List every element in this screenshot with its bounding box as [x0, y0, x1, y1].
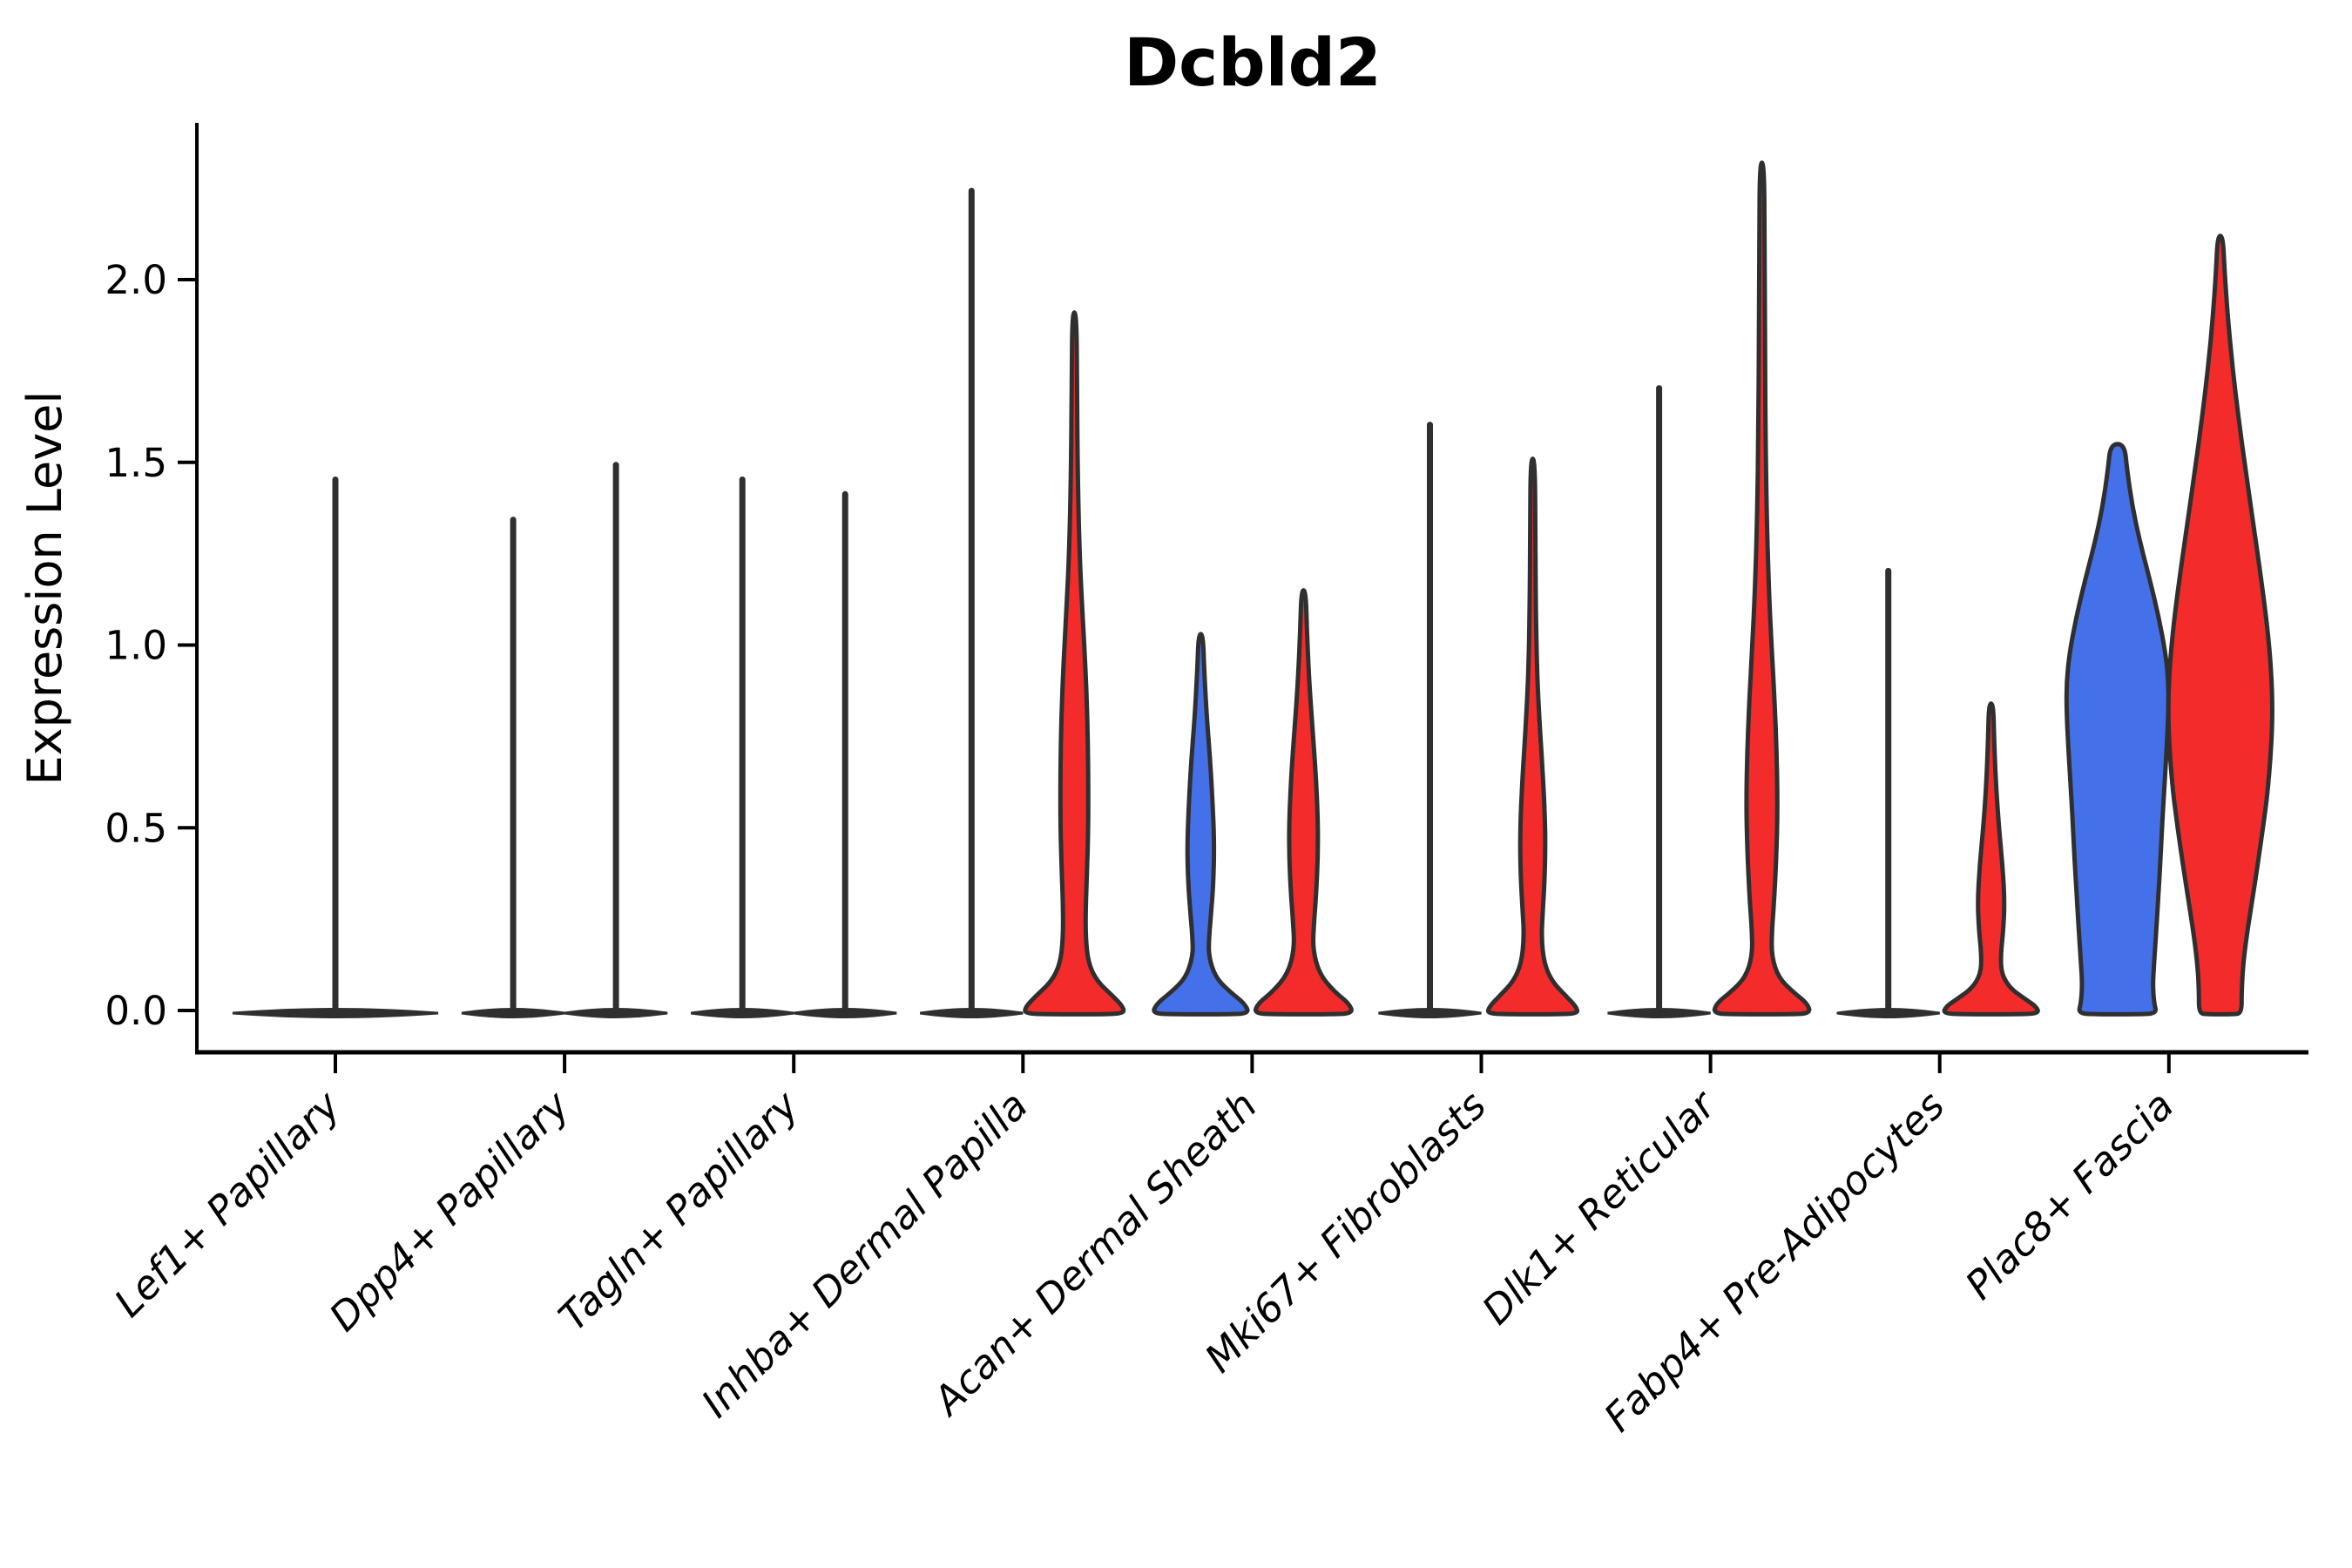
- y-tick-label: 1.0: [105, 623, 167, 669]
- chart-title: Dcbld2: [1124, 24, 1382, 101]
- violins-group: [232, 160, 2274, 1019]
- red-violin: [1254, 588, 1354, 1017]
- y-axis-title: Expression Level: [17, 391, 72, 786]
- x-tick-label: Lef1+ Papillary: [105, 1081, 350, 1326]
- red-violin: [1485, 456, 1580, 1017]
- red-violin: [1942, 701, 2040, 1017]
- blue-violin: [2064, 442, 2171, 1017]
- y-tick-label: 2.0: [105, 257, 167, 303]
- red-violin: [2166, 233, 2274, 1017]
- red-violin: [1023, 310, 1126, 1017]
- x-tick-label: Dlk1+ Reticular: [1473, 1081, 1726, 1334]
- blue-violin: [1152, 632, 1250, 1017]
- x-tick-label: Plac8+ Fascia: [1957, 1082, 2183, 1308]
- y-axis-ticks-group: 0.0 0.5 1.0 1.5 2.0: [105, 257, 197, 1034]
- x-tick-label: Tagln+ Papillary: [550, 1081, 808, 1340]
- x-tick-label: Dpp4+ Papillary: [321, 1081, 579, 1340]
- y-tick-label: 0.5: [105, 805, 167, 851]
- y-tick-label: 1.5: [105, 440, 167, 486]
- y-tick-label: 0.0: [105, 988, 167, 1034]
- red-violin: [1712, 160, 1812, 1017]
